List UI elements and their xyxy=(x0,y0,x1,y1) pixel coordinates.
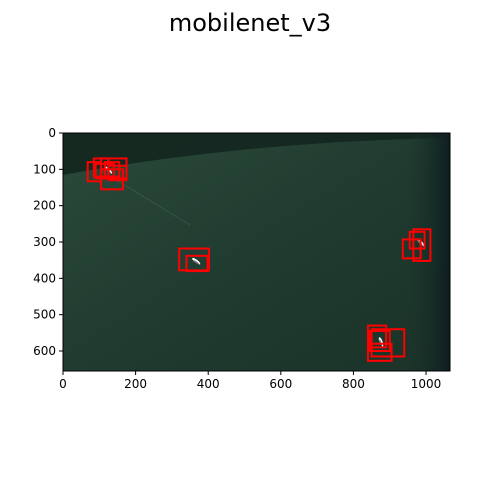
y-tick-label: 500 xyxy=(33,308,56,322)
ship-shadow xyxy=(193,259,200,266)
x-axis: 0 200 400 600 800 1000 xyxy=(59,371,441,391)
figure-title: mobilenet_v3 xyxy=(169,9,331,37)
ship xyxy=(192,257,201,266)
dark-water-top xyxy=(63,133,450,175)
x-tick-label: 800 xyxy=(342,377,365,391)
detection-box xyxy=(366,324,388,349)
y-axis: 0 100 200 300 400 500 600 xyxy=(33,126,63,358)
x-tick-label: 0 xyxy=(59,377,67,391)
satellite-image xyxy=(63,133,450,371)
detection-box xyxy=(366,342,393,362)
detection-box xyxy=(185,254,209,273)
detection-box xyxy=(408,230,426,250)
axes-frame xyxy=(62,132,451,372)
y-tick-label: 100 xyxy=(33,162,56,176)
dark-water-right xyxy=(405,133,450,371)
y-tick-label: 0 xyxy=(48,126,56,140)
y-tick-label: 400 xyxy=(33,271,56,285)
ship-hull xyxy=(192,257,201,265)
x-tick-label: 1000 xyxy=(411,377,442,391)
x-tick-label: 400 xyxy=(197,377,220,391)
x-tick-label: 600 xyxy=(269,377,292,391)
detection-box xyxy=(412,228,432,262)
y-tick-label: 300 xyxy=(33,235,56,249)
detections-layer xyxy=(86,157,432,362)
y-tick-label: 200 xyxy=(33,199,56,213)
x-tick-label: 200 xyxy=(124,377,147,391)
y-tick-label: 600 xyxy=(33,344,56,358)
detection-box xyxy=(368,330,391,353)
detection-box xyxy=(107,164,128,182)
